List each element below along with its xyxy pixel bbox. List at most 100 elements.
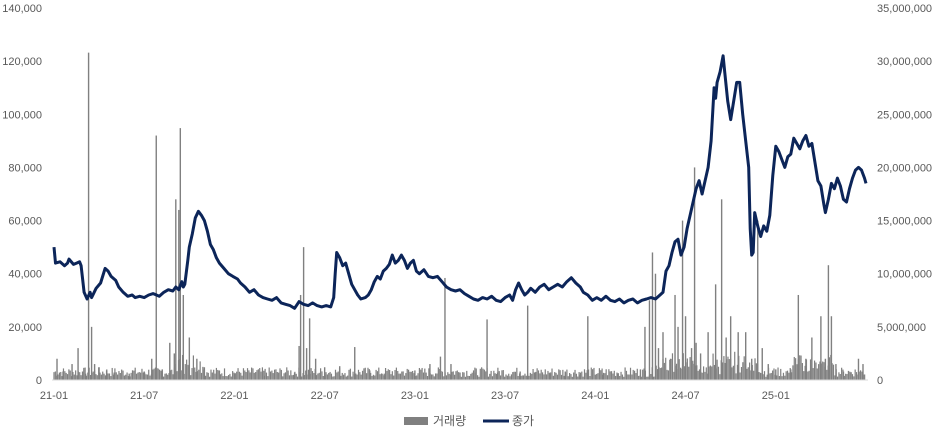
volume-bar — [648, 300, 651, 380]
volume-bar — [111, 367, 113, 380]
volume-bar — [437, 367, 439, 380]
volume-bar — [321, 371, 323, 380]
volume-bar — [107, 373, 109, 380]
volume-bar — [53, 372, 55, 380]
volume-bar — [714, 284, 717, 380]
volume-bar — [612, 373, 614, 380]
volume-bar — [795, 358, 797, 380]
volume-bar — [682, 353, 684, 380]
volume-bar — [302, 247, 305, 380]
volume-bar — [288, 375, 291, 380]
volume-bar — [250, 367, 253, 380]
volume-bar — [172, 374, 174, 380]
volume-bar — [61, 376, 63, 380]
volume-bar — [485, 371, 487, 380]
volume-bar — [585, 372, 587, 380]
volume-bar — [219, 374, 222, 380]
volume-bar — [609, 371, 611, 380]
volume-bar — [292, 374, 295, 380]
volume-bar — [669, 359, 671, 380]
left-axis: 0 20,000 40,000 60,000 80,000 100,000 120,000 1… — [2, 3, 42, 387]
volume-bar — [859, 370, 862, 380]
volume-bar — [643, 368, 645, 380]
volume-bar — [284, 372, 287, 380]
right-tick-label: 0 — [877, 375, 883, 387]
volume-bar — [443, 376, 445, 380]
legend-volume-label: 거래량 — [433, 414, 466, 428]
volume-bar — [418, 367, 420, 380]
volume-bar — [728, 359, 730, 380]
volume-bar — [831, 363, 833, 380]
volume-bar — [857, 358, 860, 380]
volume-bar — [349, 368, 351, 380]
volume-bar — [623, 376, 625, 380]
volume-bar — [108, 373, 111, 380]
legend-volume-swatch — [404, 417, 428, 425]
volume-bar — [356, 374, 358, 380]
volume-bar — [644, 326, 646, 380]
volume-bar — [820, 316, 822, 380]
volume-bar — [448, 373, 450, 380]
volume-bar — [549, 373, 551, 380]
volume-bar — [777, 367, 779, 380]
volume-bar — [699, 353, 702, 380]
volume-bar — [384, 368, 387, 380]
volume-bar — [671, 353, 674, 380]
volume-bar — [226, 376, 228, 380]
volume-bar — [357, 369, 360, 380]
volume-bar — [303, 375, 305, 380]
volume-bar — [632, 369, 634, 380]
volume-bar — [393, 375, 395, 380]
volume-bar — [295, 373, 297, 380]
volume-bar — [566, 369, 568, 380]
volume-bar — [650, 373, 652, 380]
volume-bar — [317, 373, 319, 380]
volume-bar — [854, 369, 856, 380]
volume-bar — [698, 369, 701, 380]
volume-bar — [712, 353, 714, 380]
volume-bar — [77, 348, 79, 380]
volume-bar — [355, 373, 357, 380]
volume-bar — [801, 363, 803, 380]
volume-bar — [146, 374, 148, 380]
volume-bar — [471, 372, 473, 380]
volume-bar — [241, 375, 243, 380]
volume-bar — [84, 373, 87, 380]
volume-bar — [581, 371, 583, 380]
volume-bar — [436, 373, 438, 380]
volume-bar — [862, 364, 864, 380]
volume-bar — [290, 370, 292, 380]
volume-bar — [186, 359, 188, 380]
volume-bar — [399, 373, 402, 380]
volume-bar — [422, 372, 425, 380]
volume-bar — [113, 372, 115, 380]
volume-bar — [204, 375, 207, 380]
volume-bar — [260, 371, 262, 380]
volume-bar — [463, 372, 465, 380]
volume-bar — [761, 348, 763, 380]
volume-bar — [279, 368, 281, 380]
volume-bar — [131, 370, 134, 380]
volume-bar — [711, 366, 713, 380]
volume-bar — [805, 358, 807, 380]
volume-bar — [374, 375, 376, 380]
volume-bar — [678, 359, 680, 380]
volume-bar — [412, 370, 414, 380]
volume-bar — [458, 372, 460, 380]
volume-bar — [337, 371, 339, 380]
volume-bar — [137, 372, 139, 380]
volume-bar — [196, 358, 198, 380]
volume-bar — [780, 368, 782, 380]
volume-bar — [720, 199, 723, 380]
volume-bar — [790, 372, 793, 380]
volume-bar — [665, 357, 667, 380]
volume-bar — [567, 376, 569, 380]
volume-bar — [330, 373, 333, 380]
volume-bar — [213, 369, 215, 380]
volume-bar — [56, 358, 58, 380]
volume-bar — [164, 373, 166, 380]
volume-bar — [578, 372, 580, 380]
volume-bar — [573, 372, 575, 380]
volume-bar — [628, 374, 630, 380]
volume-bar — [616, 372, 618, 380]
